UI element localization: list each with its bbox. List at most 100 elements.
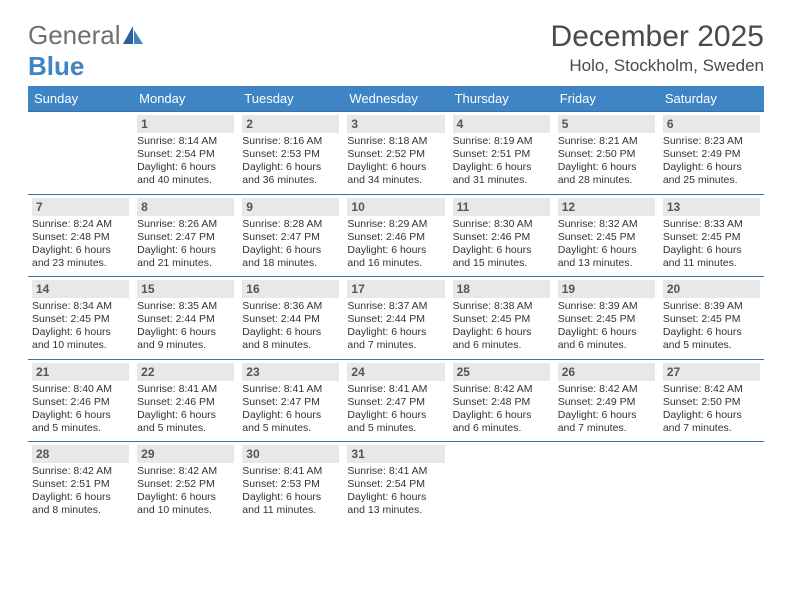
- day-number: 3: [347, 115, 444, 133]
- day-number: 29: [137, 445, 234, 463]
- daylight-text: Daylight: 6 hours and 16 minutes.: [347, 244, 444, 270]
- day-number: 24: [347, 363, 444, 381]
- daylight-text: Daylight: 6 hours and 10 minutes.: [137, 491, 234, 517]
- sunset-text: Sunset: 2:44 PM: [137, 313, 234, 326]
- day-cell: 3 Sunrise: 8:18 AMSunset: 2:52 PMDaylight…: [343, 112, 448, 195]
- daylight-text: Daylight: 6 hours and 40 minutes.: [137, 161, 234, 187]
- sunset-text: Sunset: 2:50 PM: [558, 148, 655, 161]
- day-cell: 20Sunrise: 8:39 AMSunset: 2:45 PMDayligh…: [659, 277, 764, 360]
- day-cell: 18 Sunrise: 8:38 AMSunset: 2:45 PMDayligh…: [449, 277, 554, 360]
- day-number: 8: [137, 198, 234, 216]
- day-cell: 25Sunrise: 8:42 AMSunset: 2:48 PMDayligh…: [449, 359, 554, 442]
- sunrise-text: Sunrise: 8:41 AM: [242, 465, 339, 478]
- sunset-text: Sunset: 2:44 PM: [347, 313, 444, 326]
- week-row: 28 Sunrise: 8:42 AMSunset: 2:51 PMDayligh…: [28, 442, 764, 524]
- day-info: Sunrise: 8:42 AMSunset: 2:51 PMDaylight:…: [32, 465, 129, 518]
- sunset-text: Sunset: 2:44 PM: [242, 313, 339, 326]
- sunset-text: Sunset: 2:48 PM: [32, 231, 129, 244]
- sunrise-text: Sunrise: 8:39 AM: [558, 300, 655, 313]
- daylight-text: Daylight: 6 hours and 13 minutes.: [347, 491, 444, 517]
- sunset-text: Sunset: 2:47 PM: [137, 231, 234, 244]
- day-cell: 22Sunrise: 8:41 AMSunset: 2:46 PMDayligh…: [133, 359, 238, 442]
- day-number: 27: [663, 363, 760, 381]
- daylight-text: Daylight: 6 hours and 5 minutes.: [242, 409, 339, 435]
- day-info: Sunrise: 8:36 AMSunset: 2:44 PMDaylight:…: [242, 300, 339, 353]
- day-header-row: Sunday Monday Tuesday Wednesday Thursday…: [28, 86, 764, 112]
- day-number: 14: [32, 280, 129, 298]
- daylight-text: Daylight: 6 hours and 13 minutes.: [558, 244, 655, 270]
- day-cell: 31Sunrise: 8:41 AMSunset: 2:54 PMDayligh…: [343, 442, 448, 524]
- day-info: Sunrise: 8:21 AMSunset: 2:50 PMDaylight:…: [558, 135, 655, 188]
- day-header: Saturday: [659, 86, 764, 112]
- day-cell: [554, 442, 659, 524]
- day-cell: 17Sunrise: 8:37 AMSunset: 2:44 PMDayligh…: [343, 277, 448, 360]
- day-cell: 5Sunrise: 8:21 AMSunset: 2:50 PMDaylight…: [554, 112, 659, 195]
- day-cell: 26Sunrise: 8:42 AMSunset: 2:49 PMDayligh…: [554, 359, 659, 442]
- header: General Blue December 2025 Holo, Stockho…: [28, 20, 764, 82]
- sunrise-text: Sunrise: 8:33 AM: [663, 218, 760, 231]
- day-info: Sunrise: 8:41 AMSunset: 2:47 PMDaylight:…: [242, 383, 339, 436]
- sunrise-text: Sunrise: 8:42 AM: [32, 465, 129, 478]
- day-info: Sunrise: 8:41 AMSunset: 2:54 PMDaylight:…: [347, 465, 444, 518]
- day-info: Sunrise: 8:39 AMSunset: 2:45 PMDaylight:…: [558, 300, 655, 353]
- daylight-text: Daylight: 6 hours and 6 minutes.: [558, 326, 655, 352]
- logo-sail-icon: [123, 20, 145, 50]
- sunrise-text: Sunrise: 8:42 AM: [453, 383, 550, 396]
- sunset-text: Sunset: 2:46 PM: [32, 396, 129, 409]
- week-row: 14 Sunrise: 8:34 AMSunset: 2:45 PMDayligh…: [28, 277, 764, 360]
- sunset-text: Sunset: 2:49 PM: [558, 396, 655, 409]
- daylight-text: Daylight: 6 hours and 6 minutes.: [453, 409, 550, 435]
- sunset-text: Sunset: 2:47 PM: [242, 396, 339, 409]
- sunrise-text: Sunrise: 8:41 AM: [347, 465, 444, 478]
- sunset-text: Sunset: 2:49 PM: [663, 148, 760, 161]
- daylight-text: Daylight: 6 hours and 21 minutes.: [137, 244, 234, 270]
- daylight-text: Daylight: 6 hours and 11 minutes.: [242, 491, 339, 517]
- daylight-text: Daylight: 6 hours and 5 minutes.: [137, 409, 234, 435]
- day-number: 13: [663, 198, 760, 216]
- day-number: 28: [32, 445, 129, 463]
- day-header: Friday: [554, 86, 659, 112]
- day-number: 4: [453, 115, 550, 133]
- sunrise-text: Sunrise: 8:23 AM: [663, 135, 760, 148]
- daylight-text: Daylight: 6 hours and 11 minutes.: [663, 244, 760, 270]
- sunrise-text: Sunrise: 8:36 AM: [242, 300, 339, 313]
- day-cell: [28, 112, 133, 195]
- day-header: Wednesday: [343, 86, 448, 112]
- day-info: Sunrise: 8:41 AMSunset: 2:53 PMDaylight:…: [242, 465, 339, 518]
- day-number: 21: [32, 363, 129, 381]
- sunrise-text: Sunrise: 8:30 AM: [453, 218, 550, 231]
- day-cell: 16Sunrise: 8:36 AMSunset: 2:44 PMDayligh…: [238, 277, 343, 360]
- logo: General Blue: [28, 20, 145, 82]
- sunrise-text: Sunrise: 8:42 AM: [558, 383, 655, 396]
- sunrise-text: Sunrise: 8:18 AM: [347, 135, 444, 148]
- sunset-text: Sunset: 2:48 PM: [453, 396, 550, 409]
- day-info: Sunrise: 8:26 AMSunset: 2:47 PMDaylight:…: [137, 218, 234, 271]
- sunrise-text: Sunrise: 8:41 AM: [347, 383, 444, 396]
- sunrise-text: Sunrise: 8:19 AM: [453, 135, 550, 148]
- day-info: Sunrise: 8:34 AMSunset: 2:45 PMDaylight:…: [32, 300, 129, 353]
- day-cell: 12Sunrise: 8:32 AMSunset: 2:45 PMDayligh…: [554, 194, 659, 277]
- day-cell: 7Sunrise: 8:24 AMSunset: 2:48 PMDaylight…: [28, 194, 133, 277]
- sunrise-text: Sunrise: 8:16 AM: [242, 135, 339, 148]
- day-info: Sunrise: 8:24 AMSunset: 2:48 PMDaylight:…: [32, 218, 129, 271]
- daylight-text: Daylight: 6 hours and 15 minutes.: [453, 244, 550, 270]
- daylight-text: Daylight: 6 hours and 7 minutes.: [558, 409, 655, 435]
- sunset-text: Sunset: 2:45 PM: [663, 231, 760, 244]
- day-header: Sunday: [28, 86, 133, 112]
- day-info: Sunrise: 8:18 AMSunset: 2:52 PMDaylight:…: [347, 135, 444, 188]
- day-number: 15: [137, 280, 234, 298]
- daylight-text: Daylight: 6 hours and 28 minutes.: [558, 161, 655, 187]
- day-number: 1: [137, 115, 234, 133]
- day-info: Sunrise: 8:42 AMSunset: 2:52 PMDaylight:…: [137, 465, 234, 518]
- daylight-text: Daylight: 6 hours and 8 minutes.: [242, 326, 339, 352]
- day-info: Sunrise: 8:29 AMSunset: 2:46 PMDaylight:…: [347, 218, 444, 271]
- sunset-text: Sunset: 2:54 PM: [347, 478, 444, 491]
- day-info: Sunrise: 8:14 AMSunset: 2:54 PMDaylight:…: [137, 135, 234, 188]
- day-number: 18: [453, 280, 550, 298]
- daylight-text: Daylight: 6 hours and 8 minutes.: [32, 491, 129, 517]
- day-cell: 28 Sunrise: 8:42 AMSunset: 2:51 PMDayligh…: [28, 442, 133, 524]
- day-info: Sunrise: 8:38 AMSunset: 2:45 PMDaylight:…: [453, 300, 550, 353]
- sunrise-text: Sunrise: 8:32 AM: [558, 218, 655, 231]
- day-cell: 15Sunrise: 8:35 AMSunset: 2:44 PMDayligh…: [133, 277, 238, 360]
- sunrise-text: Sunrise: 8:41 AM: [242, 383, 339, 396]
